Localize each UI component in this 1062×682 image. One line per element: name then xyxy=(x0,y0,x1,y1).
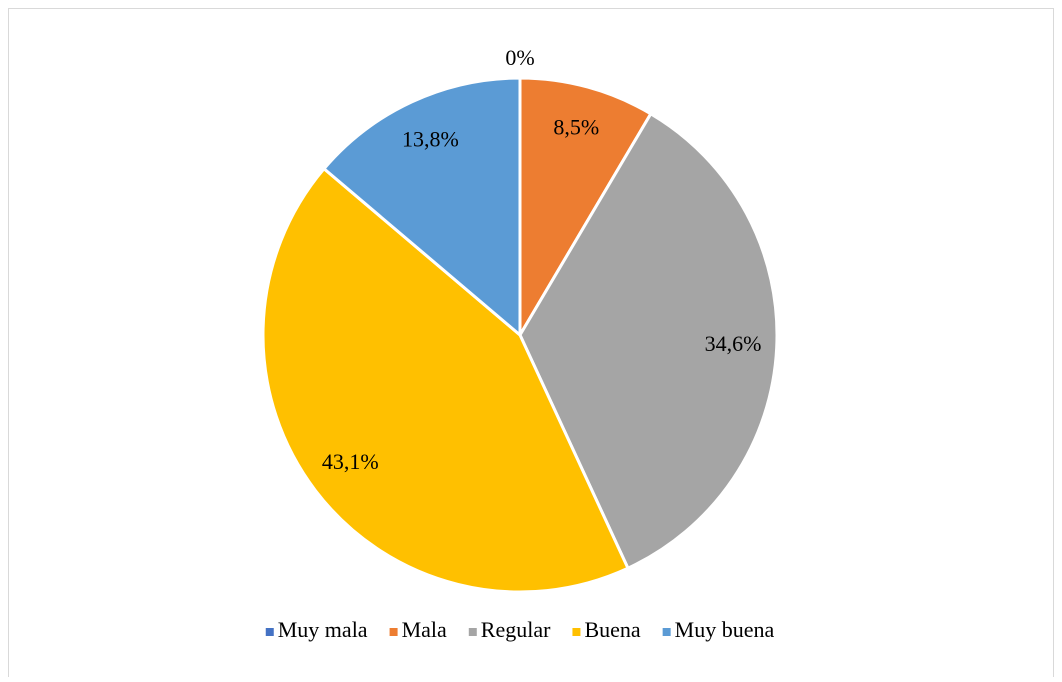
legend-marker xyxy=(572,628,581,636)
legend-label: Regular xyxy=(481,617,551,642)
data-label: 13,8% xyxy=(402,126,459,151)
pie-slice xyxy=(518,76,653,341)
data-label: 8,5% xyxy=(553,114,599,139)
legend-marker xyxy=(468,628,477,636)
pie-slice xyxy=(518,111,779,571)
legend-label: Muy mala xyxy=(278,617,368,642)
pie-slice xyxy=(321,76,522,339)
legend-label: Mala xyxy=(402,617,447,642)
data-label: 34,6% xyxy=(705,331,762,356)
legend-marker xyxy=(389,628,398,636)
data-label: 0% xyxy=(505,45,534,70)
legend-marker xyxy=(662,628,671,636)
legend-label: Muy buena xyxy=(675,617,775,642)
legend-marker xyxy=(265,628,274,636)
legend-label: Buena xyxy=(584,617,640,642)
pie-slice xyxy=(261,166,630,594)
data-label: 43,1% xyxy=(322,449,379,474)
